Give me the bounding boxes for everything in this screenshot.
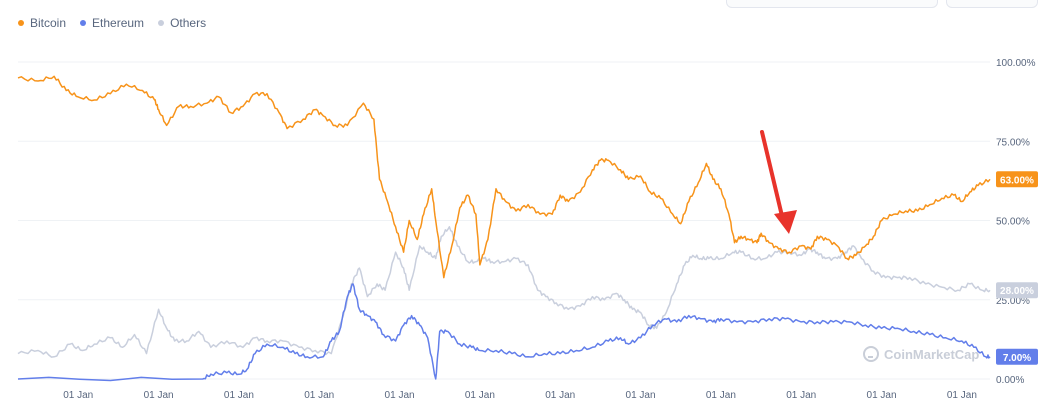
x-tick-label: 01 Jan (304, 390, 334, 401)
badge-others (996, 282, 1038, 299)
badge-bitcoin (996, 171, 1038, 188)
x-tick-label: 01 Jan (385, 390, 415, 401)
x-tick-label: 01 Jan (465, 390, 495, 401)
x-tick-label: 01 Jan (706, 390, 736, 401)
annotation-arrow (760, 130, 797, 234)
x-axis-ticks: 01 Jan 01 Jan 01 Jan 01 Jan 01 Jan 01 Jan 01 J… (63, 390, 977, 401)
x-tick-label: 01 Jan (224, 390, 254, 401)
badge-value-others: 28.00% (1000, 286, 1034, 297)
series-line-bitcoin (17, 75, 991, 279)
x-tick-label: 01 Jan (626, 390, 656, 401)
chart-options-selector[interactable] (946, 0, 1038, 8)
badge-ethereum (996, 348, 1038, 365)
badge-value-ethereum: 7.00% (1003, 353, 1031, 364)
y-tick-label: 75.00% (996, 137, 1030, 148)
coinmarketcap-watermark: CoinMarketCap (863, 346, 979, 362)
legend-label-ethereum: Ethereum (92, 16, 145, 30)
series-line-ethereum (17, 283, 991, 382)
legend-label-bitcoin: Bitcoin (30, 16, 67, 30)
y-tick-label: 0.00% (996, 375, 1024, 386)
red-arrow-head-icon (774, 210, 797, 234)
legend-item-bitcoin[interactable]: Bitcoin (18, 16, 66, 30)
legend-item-others[interactable]: Others (158, 16, 206, 30)
time-range-selector[interactable] (726, 0, 938, 8)
x-tick-label: 01 Jan (786, 390, 816, 401)
y-tick-label: 25.00% (996, 296, 1030, 307)
bitcoin-dot-icon (18, 20, 24, 26)
x-tick-label: 01 Jan (867, 390, 897, 401)
y-tick-label: 100.00% (996, 58, 1036, 69)
series-line-others (17, 226, 991, 358)
x-tick-label: 01 Jan (947, 390, 977, 401)
legend: Bitcoin Ethereum Others (18, 16, 206, 30)
chart-grid (18, 61, 990, 380)
ethereum-dot-icon (80, 20, 87, 26)
x-tick-label: 01 Jan (545, 390, 575, 401)
current-value-badges: 28.00% 7.00% 63.00% (996, 171, 1038, 365)
y-tick-label: 50.00% (996, 217, 1030, 228)
others-dot-icon (158, 20, 165, 26)
x-tick-label: 01 Jan (63, 390, 93, 401)
chart-series (17, 75, 991, 382)
legend-item-ethereum[interactable]: Ethereum (80, 16, 144, 30)
watermark-text: CoinMarketCap (884, 346, 980, 362)
coinmarketcap-logo-icon (863, 346, 879, 362)
badge-value-bitcoin: 63.00% (1000, 175, 1034, 186)
x-tick-label: 01 Jan (144, 390, 174, 401)
y-axis-ticks: 0.00% 25.00% 50.00% 75.00% 100.00% (996, 58, 1036, 386)
legend-label-others: Others (170, 16, 207, 30)
red-arrow-shaft (760, 130, 784, 218)
